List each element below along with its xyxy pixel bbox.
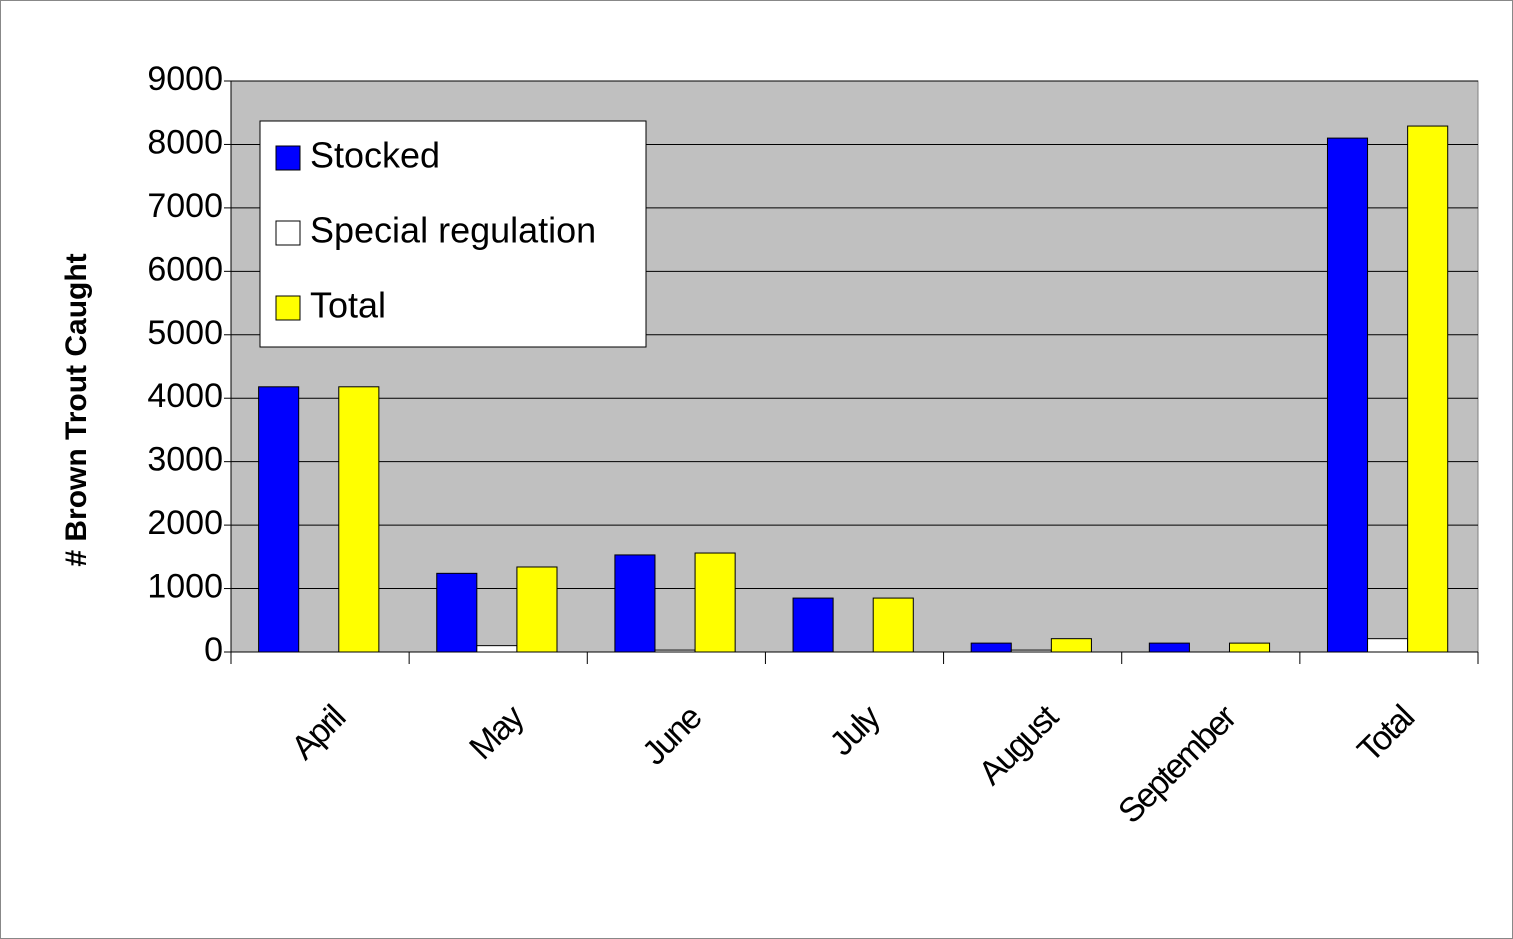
bar (1010, 649, 1052, 653)
bar (516, 566, 558, 653)
bar (1326, 137, 1369, 653)
y-tick-label: 0 (204, 631, 223, 669)
bar (258, 386, 300, 653)
y-tick-label: 6000 (147, 250, 223, 288)
bar (792, 597, 834, 653)
bar (694, 552, 736, 653)
y-tick-label: 3000 (147, 441, 223, 479)
bar (1407, 125, 1449, 653)
y-tick-label: 4000 (147, 377, 223, 415)
bar (1228, 642, 1271, 653)
y-tick-label: 9000 (147, 60, 223, 98)
legend-box (259, 120, 647, 348)
bar (614, 554, 656, 653)
y-axis-label: # Brown Trout Caught (60, 253, 93, 566)
bar (1050, 638, 1092, 653)
y-tick-label: 7000 (147, 187, 223, 225)
y-tick-label: 1000 (147, 568, 223, 606)
legend-label: Special regulation (310, 210, 596, 251)
bar (654, 649, 696, 653)
y-tick-label: 8000 (147, 123, 223, 161)
y-tick-label: 5000 (147, 314, 223, 352)
y-tick-label: 2000 (147, 504, 223, 542)
bar (476, 645, 518, 653)
bar (338, 386, 380, 653)
bar (872, 597, 914, 653)
bar (1148, 642, 1190, 653)
legend-swatch (275, 145, 301, 171)
bar (970, 642, 1012, 653)
legend-label: Total (310, 285, 386, 326)
legend-swatch (275, 295, 301, 321)
bar (1367, 638, 1409, 653)
legend-label: Stocked (310, 135, 440, 176)
legend-swatch (275, 220, 301, 246)
bar (436, 572, 478, 653)
